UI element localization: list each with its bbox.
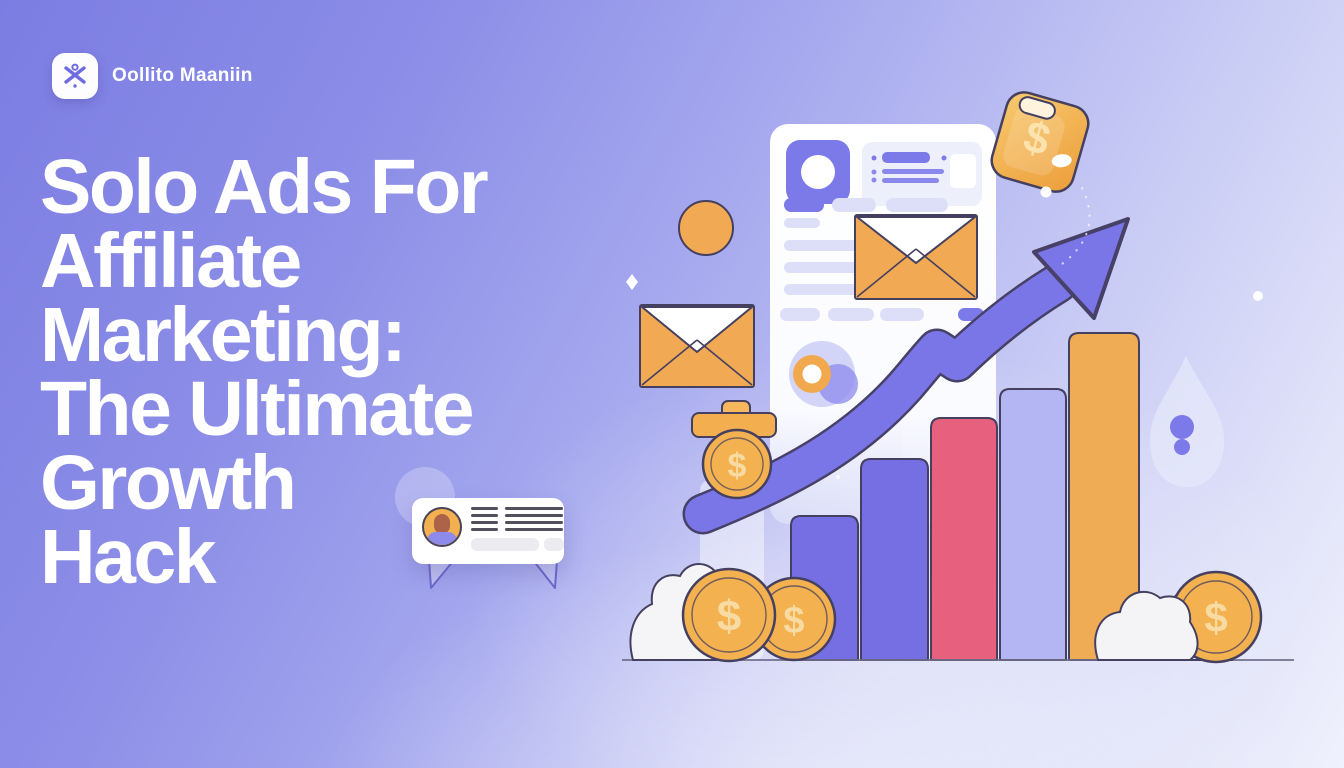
headline-line: Marketing: (40, 292, 407, 378)
panel-header-card (862, 142, 982, 206)
coin-dispenser-icon: $ (691, 400, 777, 500)
chart-bar (930, 417, 998, 661)
coin-icon: $ (681, 567, 777, 663)
chart-bar (999, 388, 1067, 661)
testimonial-card (412, 498, 564, 564)
panel-list-rows (780, 198, 984, 321)
brand-logo-icon (52, 53, 98, 99)
brand-name: Oollito Maaniin (112, 65, 253, 86)
growth-arrow-icon (682, 217, 1130, 535)
dollar-symbol: $ (1204, 594, 1227, 641)
placeholder-button (471, 538, 539, 551)
cloud-icon (1094, 590, 1199, 661)
sparkle-icon (1040, 186, 1052, 198)
headline-line: Growth (40, 440, 297, 526)
ghost-drop-dot (1170, 415, 1194, 439)
dollar-symbol: $ (783, 600, 804, 642)
bar-chart (790, 332, 1140, 661)
dollar-symbol: $ (717, 592, 741, 641)
ghost-drop-dot (1174, 439, 1190, 455)
placeholder-text-lines (471, 507, 564, 531)
envelope-icon-large (854, 214, 978, 300)
chart-bar (1068, 332, 1140, 661)
avatar (422, 507, 462, 547)
headline-line: Hack (40, 514, 217, 600)
price-tag-icon: $ (990, 91, 1090, 193)
envelope-icon-small (639, 304, 755, 388)
card-leg (428, 559, 455, 589)
testimonial-card-body (471, 507, 564, 551)
sparkle-trail (1061, 187, 1091, 265)
page-title: Solo Ads For Affiliate Marketing: The Ul… (40, 144, 489, 600)
brand: Oollito Maaniin (52, 53, 253, 99)
circle-icon (678, 200, 734, 256)
target-icon (789, 341, 858, 407)
dollar-symbol: $ (728, 447, 747, 485)
sparkle-icon (1253, 291, 1263, 301)
placeholder-buttons (471, 538, 564, 551)
placeholder-button (544, 538, 564, 551)
headline-line: The Ultimate (40, 366, 475, 452)
brand-glyph-icon (64, 63, 86, 88)
headline-line: Affiliate (40, 218, 302, 304)
card-leg (532, 559, 558, 589)
sparkle-icon (626, 274, 638, 290)
headline-line: Solo Ads For (40, 144, 489, 230)
chart-bar (860, 458, 929, 661)
